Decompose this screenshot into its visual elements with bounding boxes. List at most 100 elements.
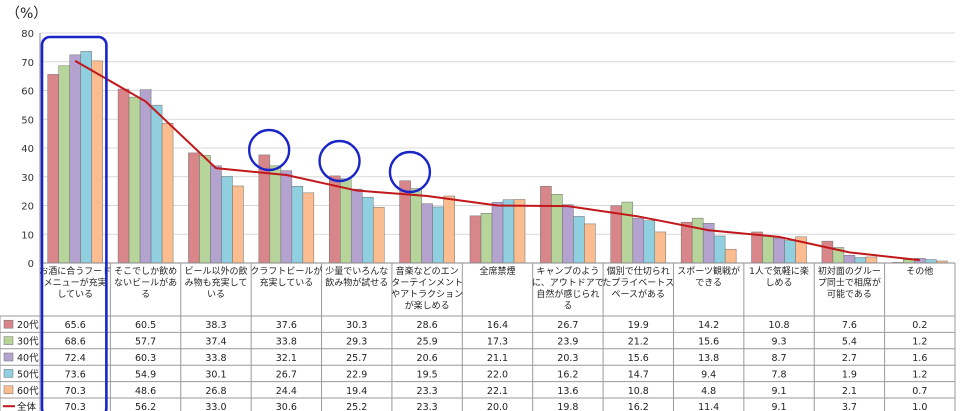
bar <box>680 221 693 264</box>
table-value: 68.6 <box>65 337 86 348</box>
table-value: 70.3 <box>65 402 86 411</box>
bar <box>573 216 585 264</box>
bar <box>925 259 937 264</box>
category-label: プ同士で相席が <box>818 277 881 289</box>
table-value: 22.9 <box>346 369 367 380</box>
table-value: 21.1 <box>487 353 508 364</box>
bar <box>269 165 282 264</box>
table-value: 2.7 <box>842 353 857 364</box>
y-tick-label: 30 <box>21 173 34 184</box>
table-value: 28.6 <box>417 320 438 331</box>
table-value: 9.4 <box>701 369 716 380</box>
table-value: 0.7 <box>912 386 927 397</box>
table-value: 15.6 <box>628 353 649 364</box>
bar <box>584 223 596 264</box>
table-value: 21.2 <box>628 337 649 348</box>
bar <box>621 201 634 264</box>
category-label: 可能である <box>827 288 872 300</box>
bar <box>643 220 656 264</box>
y-tick-label: 20 <box>21 202 34 213</box>
category-label: 音楽などのエン <box>396 265 459 277</box>
table-value: 26.8 <box>205 386 226 397</box>
table-value: 20.0 <box>487 402 508 411</box>
table-value: 9.1 <box>771 402 786 411</box>
highlight-marks <box>40 35 432 411</box>
legend-series-name: 全体 <box>17 401 37 411</box>
bar <box>232 185 244 264</box>
y-tick-label: 60 <box>21 87 34 98</box>
highlight-circle <box>388 150 432 194</box>
table-value: 22.0 <box>487 369 508 380</box>
category-label: クラフトビールが <box>250 265 322 277</box>
table-value: 56.2 <box>135 402 156 411</box>
table-value: 19.9 <box>628 320 649 331</box>
table-value: 60.3 <box>135 353 156 364</box>
bar <box>58 65 70 264</box>
table-value: 33.0 <box>205 402 226 411</box>
data-table: 20代 65.6 60.5 38.3 37.6 30.3 28.6 16.4 26.7 19.9 1… <box>0 315 955 411</box>
table-value: 29.3 <box>346 337 367 348</box>
table-value: 9.1 <box>771 386 786 397</box>
category-label: お酒に合うフード <box>39 265 111 277</box>
category-label: る <box>141 289 150 300</box>
category-label: ペースがある <box>611 288 665 300</box>
table-value: 38.3 <box>205 320 226 331</box>
bar <box>540 185 552 264</box>
category-label: 少量でいろんな <box>325 266 388 277</box>
table-value: 19.8 <box>557 402 578 411</box>
bar <box>302 192 315 264</box>
bar <box>751 231 763 264</box>
table-value: 72.4 <box>65 353 86 364</box>
category-label: る <box>563 301 572 312</box>
legend-series-name: 60代 <box>17 386 39 397</box>
table-value: 30.1 <box>205 369 226 380</box>
bar <box>117 88 130 264</box>
bar <box>161 123 174 264</box>
y-tick-label: 10 <box>21 230 34 241</box>
category-label: 全席禁煙 <box>479 265 515 277</box>
table-value: 22.1 <box>487 386 508 397</box>
bar <box>199 155 211 264</box>
bar <box>421 203 433 264</box>
table-value: 7.6 <box>842 320 857 331</box>
legend-color-key <box>3 319 14 329</box>
table-value: 14.7 <box>628 369 649 380</box>
table-value: 16.2 <box>628 402 649 411</box>
table-value: 1.6 <box>912 353 927 364</box>
bar <box>713 235 726 264</box>
bar <box>210 165 222 264</box>
table-value: 26.7 <box>557 320 578 331</box>
table-value: 1.2 <box>912 337 927 348</box>
bar <box>91 60 103 264</box>
table-value: 23.3 <box>417 402 438 411</box>
bar <box>821 240 834 264</box>
category-label: メニューが充実 <box>44 277 107 289</box>
table-value: 73.6 <box>65 369 86 380</box>
category-label: している <box>57 289 93 300</box>
table-value: 24.4 <box>276 386 297 397</box>
bar <box>188 152 200 264</box>
table-value: 13.8 <box>698 353 719 364</box>
bar <box>410 188 422 264</box>
category-label: その他 <box>906 265 933 277</box>
table-value: 54.9 <box>135 369 156 380</box>
bar <box>469 215 482 264</box>
bar <box>372 206 385 264</box>
category-label: が楽しめる <box>405 300 450 312</box>
bar <box>69 54 81 264</box>
bar <box>854 257 867 264</box>
table-value: 1.0 <box>912 402 927 411</box>
table-value: 17.3 <box>487 337 508 348</box>
table-value: 57.7 <box>135 337 156 348</box>
bar <box>513 199 526 264</box>
bar <box>551 194 563 264</box>
legend-color-key <box>3 369 14 378</box>
category-label: ビール以外の飲 <box>184 265 247 277</box>
legend-series-name: 30代 <box>17 337 39 348</box>
table-value: 32.1 <box>276 353 297 364</box>
bar <box>350 188 363 264</box>
table-value: 3.7 <box>842 402 857 411</box>
table-value: 23.3 <box>417 386 438 397</box>
overall-line <box>74 60 920 262</box>
